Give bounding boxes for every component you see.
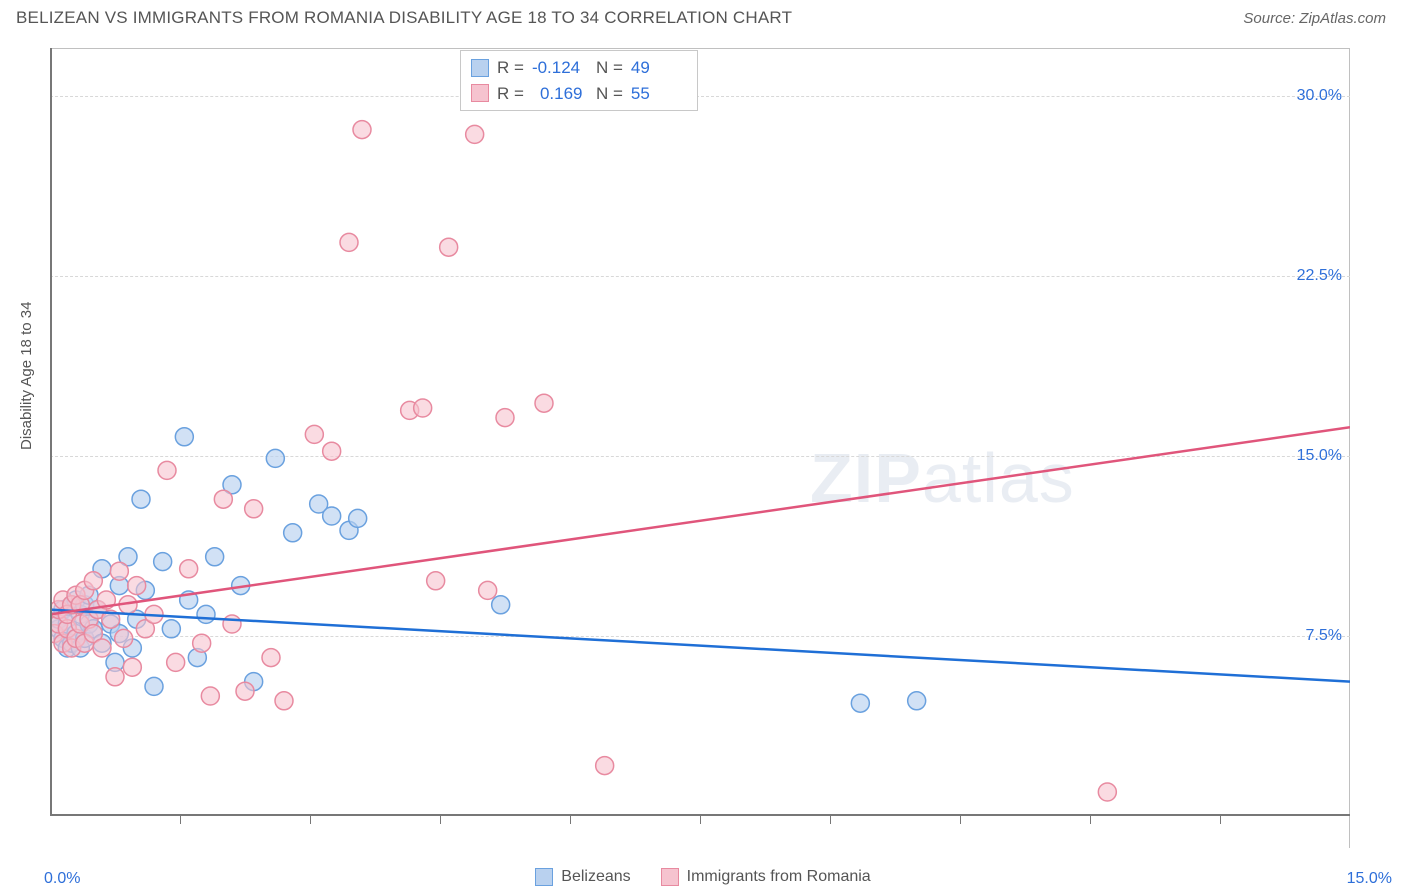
trend-line-romania: [50, 427, 1350, 614]
chart-title: BELIZEAN VS IMMIGRANTS FROM ROMANIA DISA…: [16, 8, 792, 28]
y-tick-label: 7.5%: [1306, 627, 1342, 645]
data-point-romania: [193, 634, 211, 652]
data-point-belizeans: [154, 553, 172, 571]
data-point-belizeans: [145, 677, 163, 695]
data-point-romania: [93, 639, 111, 657]
data-point-romania: [353, 121, 371, 139]
data-point-romania: [275, 692, 293, 710]
data-point-belizeans: [908, 692, 926, 710]
data-point-belizeans: [175, 428, 193, 446]
legend-swatch-belizeans: [535, 868, 553, 886]
data-point-romania: [1098, 783, 1116, 801]
data-point-romania: [223, 615, 241, 633]
data-point-romania: [466, 125, 484, 143]
data-point-belizeans: [851, 694, 869, 712]
bottom-legend: Belizeans Immigrants from Romania: [0, 868, 1406, 886]
title-bar: BELIZEAN VS IMMIGRANTS FROM ROMANIA DISA…: [0, 0, 1406, 36]
data-point-romania: [440, 238, 458, 256]
y-tick-label: 30.0%: [1297, 87, 1342, 105]
legend-swatch-romania: [661, 868, 679, 886]
data-point-romania: [496, 409, 514, 427]
data-point-romania: [340, 233, 358, 251]
data-point-belizeans: [162, 620, 180, 638]
source-attribution: Source: ZipAtlas.com: [1243, 10, 1386, 27]
data-point-romania: [84, 572, 102, 590]
data-point-romania: [427, 572, 445, 590]
data-point-romania: [245, 500, 263, 518]
stats-legend: R = -0.124 N = 49 R = 0.169 N = 55: [460, 50, 698, 111]
n-value-belizeans: 49: [631, 55, 687, 81]
source-prefix: Source:: [1243, 10, 1299, 27]
r-value-romania: 0.169: [532, 81, 588, 107]
data-point-romania: [128, 577, 146, 595]
n-label: N =: [596, 55, 623, 81]
data-point-romania: [414, 399, 432, 417]
r-label: R =: [497, 81, 524, 107]
data-point-belizeans: [197, 605, 215, 623]
data-point-romania: [262, 649, 280, 667]
data-point-romania: [106, 668, 124, 686]
data-point-romania: [115, 629, 133, 647]
r-value-belizeans: -0.124: [532, 55, 588, 81]
data-point-belizeans: [266, 449, 284, 467]
swatch-romania: [471, 84, 489, 102]
n-label: N =: [596, 81, 623, 107]
data-point-belizeans: [349, 509, 367, 527]
y-tick-label: 15.0%: [1297, 447, 1342, 465]
data-point-romania: [214, 490, 232, 508]
data-point-romania: [323, 442, 341, 460]
data-point-romania: [201, 687, 219, 705]
trend-line-belizeans: [50, 610, 1350, 682]
data-point-belizeans: [132, 490, 150, 508]
data-point-romania: [110, 562, 128, 580]
data-point-belizeans: [284, 524, 302, 542]
stats-row-belizeans: R = -0.124 N = 49: [471, 55, 687, 81]
data-point-belizeans: [206, 548, 224, 566]
data-point-romania: [596, 757, 614, 775]
data-point-romania: [236, 682, 254, 700]
data-point-romania: [535, 394, 553, 412]
source-name: ZipAtlas.com: [1299, 10, 1386, 27]
data-point-romania: [123, 658, 141, 676]
legend-item-romania: Immigrants from Romania: [661, 868, 871, 886]
legend-label-belizeans: Belizeans: [561, 868, 630, 886]
y-axis: [50, 48, 52, 816]
plot-area: ZIPatlas 7.5%15.0%22.5%30.0%: [50, 48, 1350, 848]
data-point-romania: [167, 653, 185, 671]
n-value-romania: 55: [631, 81, 687, 107]
legend-label-romania: Immigrants from Romania: [687, 868, 871, 886]
y-axis-label: Disability Age 18 to 34: [18, 302, 35, 450]
stats-row-romania: R = 0.169 N = 55: [471, 81, 687, 107]
r-label: R =: [497, 55, 524, 81]
data-point-romania: [158, 461, 176, 479]
data-point-romania: [180, 560, 198, 578]
data-point-romania: [305, 425, 323, 443]
data-point-belizeans: [323, 507, 341, 525]
data-point-romania: [479, 581, 497, 599]
data-point-belizeans: [492, 596, 510, 614]
y-tick-label: 22.5%: [1297, 267, 1342, 285]
swatch-belizeans: [471, 59, 489, 77]
chart-svg: [50, 48, 1350, 848]
legend-item-belizeans: Belizeans: [535, 868, 630, 886]
